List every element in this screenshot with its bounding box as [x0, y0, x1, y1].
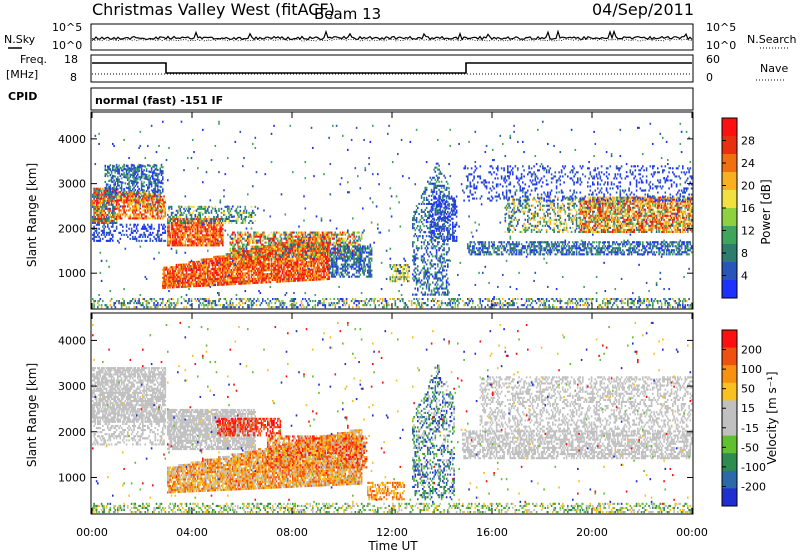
time-tick-label: 00:00 — [676, 526, 708, 539]
velocity-ylabel: Slant Range [km] — [25, 363, 39, 467]
colorbar-segment — [722, 365, 737, 384]
range-tick-label: 1000 — [58, 471, 86, 484]
beam-title: Beam 13 — [314, 5, 381, 23]
colorbar-segment — [722, 347, 737, 366]
colorbar-tick-label: 28 — [741, 135, 755, 148]
velocity-colorbar: 200 100 50 15 -15 -50 -100 -200 — [721, 329, 766, 507]
range-tick-label: 2000 — [58, 222, 86, 235]
range-tick-label: 1000 — [58, 267, 86, 280]
colorbar-segment — [722, 488, 737, 507]
nsearch-trace — [92, 38, 693, 42]
colorbar-tick-label: 8 — [741, 247, 748, 260]
freq-tick-top: 18 — [64, 53, 78, 66]
station-title: Christmas Valley West (fitACF) — [92, 0, 335, 19]
colorbar-tick-label: 24 — [741, 157, 755, 170]
colorbar-tick-label: 100 — [741, 363, 762, 376]
noise-panel — [90, 23, 694, 51]
time-tick-label: 12:00 — [376, 526, 408, 539]
noise-tick-right-top: 10^5 — [706, 21, 736, 34]
time-tick-label: 00:00 — [76, 526, 108, 539]
freq-tick-bottom: 8 — [70, 71, 77, 84]
colorbar-segment — [722, 330, 737, 349]
colorbar-tick-label: -100 — [741, 461, 766, 474]
power-heatmap — [92, 120, 693, 309]
colorbar-segment — [722, 154, 737, 173]
colorbar-segment — [722, 244, 737, 263]
velocity-heatmap — [92, 321, 693, 514]
colorbar-tick-label: 200 — [741, 344, 762, 357]
range-tick-label: 2000 — [58, 426, 86, 439]
freq-panel — [90, 54, 694, 83]
colorbar-tick-label: -50 — [741, 441, 759, 454]
velocity-colorbar-label: Velocity [m s⁻¹] — [765, 371, 779, 464]
colorbar-segment — [722, 190, 737, 209]
colorbar-segment — [722, 280, 737, 299]
freq-trace — [92, 62, 692, 74]
range-tick-label: 4000 — [58, 133, 86, 146]
nsky-trace — [91, 29, 693, 41]
colorbar-segment — [722, 172, 737, 191]
time-tick-label: 16:00 — [476, 526, 508, 539]
range-tick-label: 3000 — [58, 178, 86, 191]
colorbar-segment — [722, 262, 737, 281]
nsky-label: N.Sky — [4, 33, 36, 46]
colorbar-segment — [722, 453, 737, 472]
cpid-value: normal (fast) -151 IF — [95, 94, 223, 107]
time-xlabel: Time UT — [367, 539, 418, 553]
nave-tick-bottom: 0 — [706, 71, 713, 84]
colorbar-tick-label: 12 — [741, 225, 755, 238]
colorbar-segment — [722, 226, 737, 245]
freq-unit: [MHz] — [6, 68, 38, 81]
colorbar-segment — [722, 418, 737, 437]
colorbar-tick-label: 20 — [741, 180, 755, 193]
colorbar-segment — [722, 400, 737, 419]
nsearch-label: N.Search — [747, 33, 797, 46]
colorbar-segment — [722, 435, 737, 454]
time-tick-label: 04:00 — [176, 526, 208, 539]
colorbar-segment — [722, 382, 737, 401]
cpid-panel — [90, 87, 694, 111]
power-ylabel: Slant Range [km] — [25, 163, 39, 267]
power-colorbar-label: Power [dB] — [759, 179, 773, 244]
colorbar-tick-label: -15 — [741, 422, 759, 435]
colorbar-tick-label: 4 — [741, 270, 748, 283]
freq-label: Freq. — [20, 53, 47, 66]
colorbar-segment — [722, 136, 737, 155]
nave-tick-top: 60 — [706, 53, 720, 66]
cpid-label: CPID — [8, 90, 37, 103]
colorbar-tick-label: 15 — [741, 402, 755, 415]
colorbar-segment — [722, 470, 737, 489]
time-tick-label: 20:00 — [576, 526, 608, 539]
time-axis: 00:00 04:00 08:00 12:00 16:00 20:00 00:00 — [76, 112, 708, 539]
colorbar-segment — [722, 118, 737, 137]
nave-label: Nave — [760, 62, 788, 75]
time-tick-label: 08:00 — [276, 526, 308, 539]
colorbar-tick-label: 16 — [741, 202, 755, 215]
date-title: 04/Sep/2011 — [592, 0, 694, 19]
noise-tick-right-bottom: 10^0 — [706, 39, 736, 52]
colorbar-segment — [722, 208, 737, 227]
velocity-axis-ticks: 4000 3000 2000 1000 — [58, 334, 693, 484]
power-axis-ticks: 4000 3000 2000 1000 — [58, 133, 693, 280]
range-tick-label: 3000 — [58, 380, 86, 393]
noise-tick-left-bottom: 10^0 — [52, 39, 82, 52]
range-tick-label: 4000 — [58, 334, 86, 347]
colorbar-tick-label: 50 — [741, 383, 755, 396]
power-colorbar: 28 24 20 16 12 8 4 — [721, 117, 755, 299]
noise-tick-left-top: 10^5 — [52, 21, 82, 34]
colorbar-tick-label: -200 — [741, 480, 766, 493]
